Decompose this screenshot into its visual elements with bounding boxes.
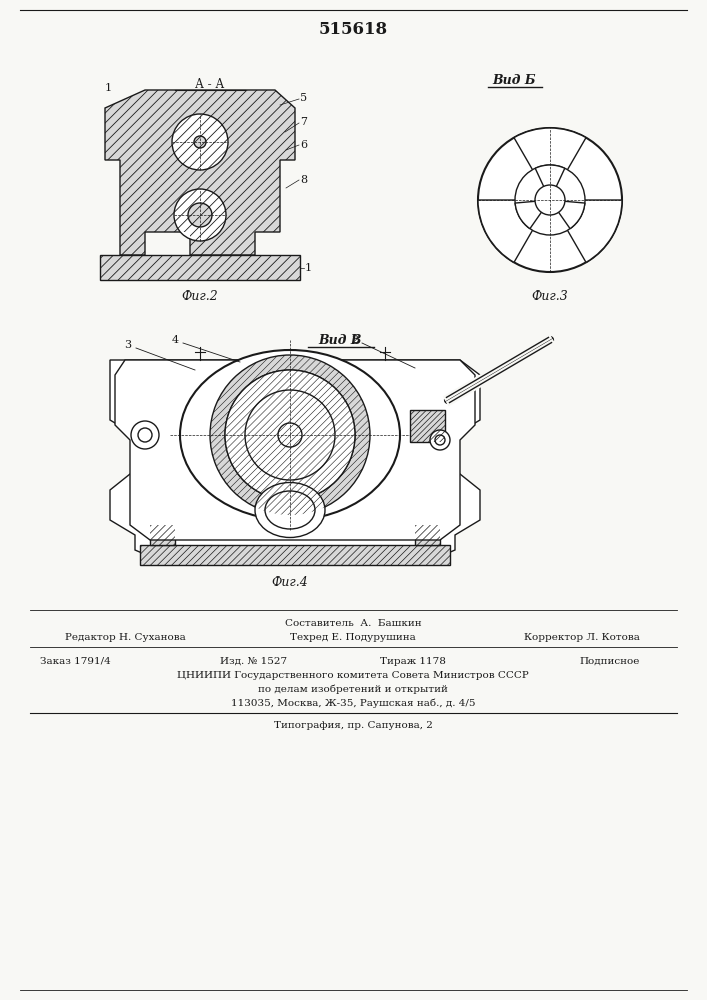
Wedge shape — [515, 201, 545, 229]
Text: Подписное: Подписное — [580, 656, 640, 666]
Ellipse shape — [180, 350, 400, 520]
Wedge shape — [514, 128, 586, 200]
Circle shape — [131, 421, 159, 449]
Text: Фиг.4: Фиг.4 — [271, 576, 308, 588]
Text: Тираж 1178: Тираж 1178 — [380, 656, 446, 666]
Circle shape — [174, 189, 226, 241]
Text: Вид Б: Вид Б — [492, 74, 536, 87]
Wedge shape — [478, 200, 550, 262]
Circle shape — [138, 428, 152, 442]
Text: 6: 6 — [300, 140, 307, 150]
Text: Изд. № 1527: Изд. № 1527 — [220, 656, 287, 666]
Polygon shape — [410, 410, 445, 442]
Polygon shape — [110, 360, 480, 565]
Text: Техред Е. Подурушина: Техред Е. Подурушина — [290, 634, 416, 643]
Circle shape — [188, 203, 212, 227]
Circle shape — [430, 430, 450, 450]
Wedge shape — [554, 201, 585, 229]
Wedge shape — [210, 355, 370, 515]
Text: Корректор Л. Котова: Корректор Л. Котова — [524, 634, 640, 643]
Text: Типография, пр. Сапунова, 2: Типография, пр. Сапунова, 2 — [274, 722, 433, 730]
Polygon shape — [140, 545, 450, 565]
Text: ЦНИИПИ Государственного комитета Совета Министров СССР: ЦНИИПИ Государственного комитета Совета … — [177, 670, 529, 680]
Text: 5: 5 — [300, 93, 307, 103]
Text: Заказ 1791/4: Заказ 1791/4 — [40, 656, 111, 666]
Text: 3: 3 — [124, 340, 132, 350]
Text: Фиг.3: Фиг.3 — [532, 290, 568, 304]
Text: 7: 7 — [300, 117, 307, 127]
Text: 1: 1 — [105, 83, 112, 93]
Circle shape — [172, 114, 228, 170]
Polygon shape — [100, 255, 300, 280]
Wedge shape — [550, 200, 622, 262]
Circle shape — [515, 165, 585, 235]
Circle shape — [435, 435, 445, 445]
Polygon shape — [105, 90, 295, 255]
Circle shape — [245, 390, 335, 480]
Polygon shape — [150, 525, 175, 545]
Circle shape — [478, 128, 622, 272]
Polygon shape — [115, 360, 475, 540]
Polygon shape — [415, 525, 440, 545]
Circle shape — [278, 423, 302, 447]
Text: 113035, Москва, Ж-35, Раушская наб., д. 4/5: 113035, Москва, Ж-35, Раушская наб., д. … — [230, 698, 475, 708]
Circle shape — [194, 136, 206, 148]
Ellipse shape — [265, 491, 315, 529]
Text: Редактор Н. Суханова: Редактор Н. Суханова — [65, 634, 186, 643]
Wedge shape — [535, 165, 565, 193]
Circle shape — [225, 370, 355, 500]
Text: 515618: 515618 — [318, 21, 387, 38]
Text: 2: 2 — [351, 335, 358, 345]
Text: Фиг.2: Фиг.2 — [182, 290, 218, 304]
Text: 4: 4 — [171, 335, 179, 345]
Text: 8: 8 — [300, 175, 307, 185]
Circle shape — [535, 185, 565, 215]
Text: Вид В: Вид В — [318, 334, 362, 347]
Ellipse shape — [255, 483, 325, 538]
Text: Составитель  А.  Башкин: Составитель А. Башкин — [285, 619, 421, 629]
Text: 1: 1 — [305, 263, 312, 273]
Text: А - А: А - А — [195, 78, 225, 91]
Text: по делам изобретений и открытий: по делам изобретений и открытий — [258, 684, 448, 694]
